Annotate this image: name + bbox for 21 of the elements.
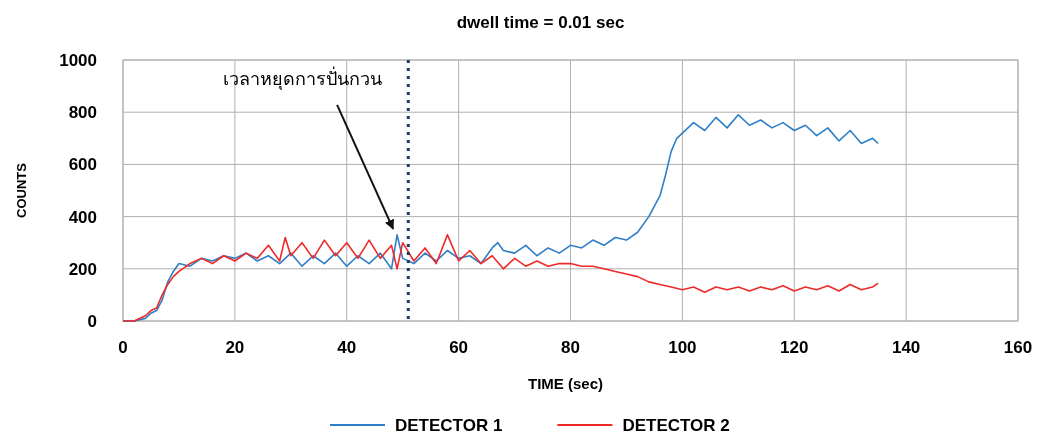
y-tick-label: 800 (68, 103, 97, 123)
y-tick-label: 400 (68, 207, 97, 227)
x-tick-label: 20 (225, 338, 245, 357)
annotation: เวลาหยุดการปั่นกวน (222, 65, 382, 90)
x-tick-label: 80 (561, 338, 580, 357)
x-tick-label: 120 (780, 338, 809, 357)
x-tick-label: 160 (1003, 338, 1033, 357)
y-tick-label: 1000 (59, 51, 97, 70)
legend-label: DETECTOR 1 (395, 416, 503, 435)
y-axis-title: COUNTS (14, 162, 29, 218)
legend-label: DETECTOR 2 (622, 416, 730, 435)
x-tick-label: 140 (891, 338, 921, 357)
chart-title: dwell time = 0.01 sec (456, 13, 625, 32)
y-tick-label: 200 (68, 259, 97, 279)
y-tick-label: 0 (87, 312, 97, 331)
x-axis-title: TIME (sec) (527, 375, 604, 392)
x-tick-label: 100 (668, 338, 697, 357)
y-tick-label: 600 (68, 155, 97, 175)
x-tick-label: 40 (337, 338, 357, 357)
x-tick-label: 60 (449, 338, 469, 357)
x-tick-label: 0 (118, 338, 128, 357)
